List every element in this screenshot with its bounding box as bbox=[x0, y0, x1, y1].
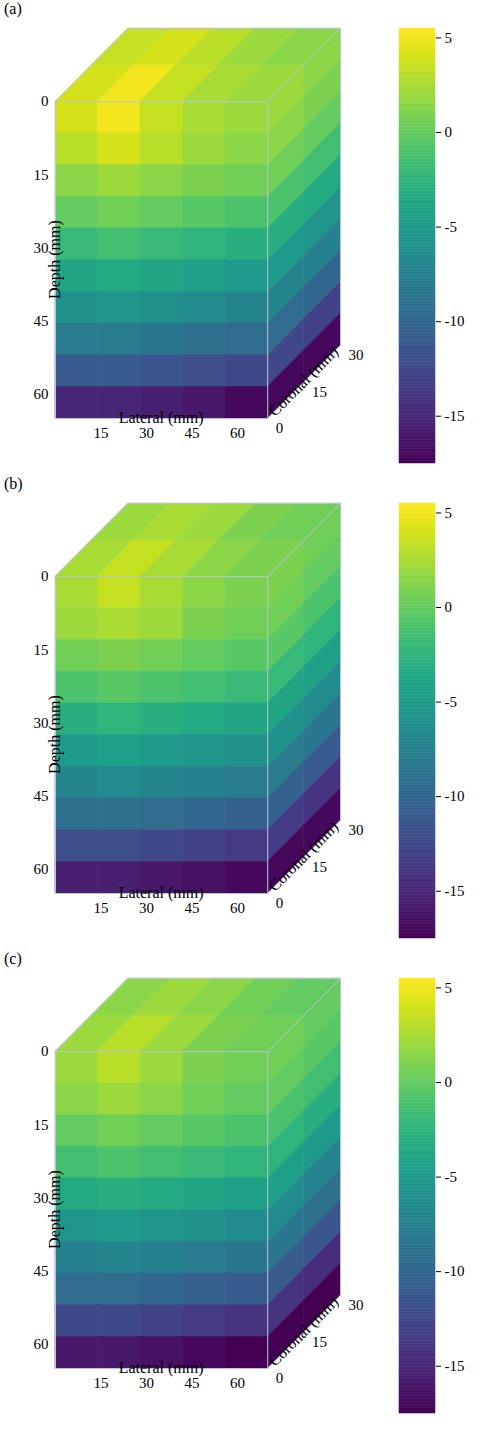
svg-text:30: 30 bbox=[139, 1375, 154, 1391]
svg-text:45: 45 bbox=[34, 788, 49, 804]
svg-text:60: 60 bbox=[230, 900, 245, 916]
svg-text:-15: -15 bbox=[445, 883, 465, 899]
svg-text:0: 0 bbox=[445, 1074, 453, 1090]
svg-text:30: 30 bbox=[349, 1297, 364, 1313]
svg-text:15: 15 bbox=[93, 425, 108, 441]
svg-text:Depth (mm): Depth (mm) bbox=[46, 1170, 64, 1249]
svg-text:60: 60 bbox=[230, 1375, 245, 1391]
svg-text:0: 0 bbox=[445, 599, 453, 615]
svg-text:Lateral (mm): Lateral (mm) bbox=[119, 1359, 204, 1377]
svg-text:Coronal (mm): Coronal (mm) bbox=[265, 343, 342, 420]
svg-text:60: 60 bbox=[34, 1336, 49, 1352]
svg-text:Coronal (mm): Coronal (mm) bbox=[265, 1293, 342, 1370]
svg-text:Coronal (mm): Coronal (mm) bbox=[265, 818, 342, 895]
svg-text:0: 0 bbox=[41, 1043, 49, 1059]
html-text:(b): (b) bbox=[4, 475, 23, 492]
svg-text:30: 30 bbox=[349, 347, 364, 363]
svg-text:5: 5 bbox=[445, 505, 453, 521]
svg-text:45: 45 bbox=[184, 425, 199, 441]
svg-text:0: 0 bbox=[276, 895, 284, 911]
svg-text:0: 0 bbox=[276, 420, 284, 436]
svg-text:Depth (mm): Depth (mm) bbox=[46, 220, 64, 299]
svg-text:15: 15 bbox=[312, 859, 327, 875]
svg-text:30: 30 bbox=[33, 714, 49, 731]
svg-text:-10: -10 bbox=[445, 788, 465, 804]
svg-text:Lateral (mm): Lateral (mm) bbox=[119, 884, 204, 902]
html-text:(c): (c) bbox=[4, 950, 22, 967]
svg-text:45: 45 bbox=[34, 1263, 49, 1279]
svg-text:15: 15 bbox=[34, 642, 49, 658]
svg-text:15: 15 bbox=[34, 1117, 49, 1133]
svg-text:60: 60 bbox=[34, 386, 49, 402]
svg-text:0: 0 bbox=[41, 93, 49, 109]
svg-text:15: 15 bbox=[93, 900, 108, 916]
svg-text:15: 15 bbox=[93, 1375, 108, 1391]
svg-text:30: 30 bbox=[139, 425, 154, 441]
svg-text:0: 0 bbox=[276, 1370, 284, 1386]
svg-text:Lateral (mm): Lateral (mm) bbox=[119, 409, 204, 427]
svg-text:-15: -15 bbox=[445, 1358, 465, 1374]
svg-text:15: 15 bbox=[312, 384, 327, 400]
svg-text:-15: -15 bbox=[445, 408, 465, 424]
svg-text:30: 30 bbox=[33, 1189, 49, 1206]
svg-text:-5: -5 bbox=[445, 694, 458, 710]
svg-text:5: 5 bbox=[445, 30, 453, 46]
svg-text:30: 30 bbox=[349, 822, 364, 838]
svg-text:45: 45 bbox=[184, 900, 199, 916]
svg-text:45: 45 bbox=[184, 1375, 199, 1391]
svg-text:60: 60 bbox=[230, 425, 245, 441]
svg-text:-5: -5 bbox=[445, 1169, 458, 1185]
svg-text:15: 15 bbox=[312, 1334, 327, 1350]
svg-text:Depth (mm): Depth (mm) bbox=[46, 695, 64, 774]
svg-text:15: 15 bbox=[34, 167, 49, 183]
svg-text:-10: -10 bbox=[445, 313, 465, 329]
html-text:(a): (a) bbox=[4, 0, 22, 17]
svg-text:30: 30 bbox=[139, 900, 154, 916]
svg-text:5: 5 bbox=[445, 980, 453, 996]
svg-text:45: 45 bbox=[34, 313, 49, 329]
svg-text:0: 0 bbox=[41, 568, 49, 584]
svg-text:-10: -10 bbox=[445, 1263, 465, 1279]
svg-text:-5: -5 bbox=[445, 219, 458, 235]
svg-text:30: 30 bbox=[33, 239, 49, 256]
svg-text:0: 0 bbox=[445, 124, 453, 140]
svg-text:60: 60 bbox=[34, 861, 49, 877]
